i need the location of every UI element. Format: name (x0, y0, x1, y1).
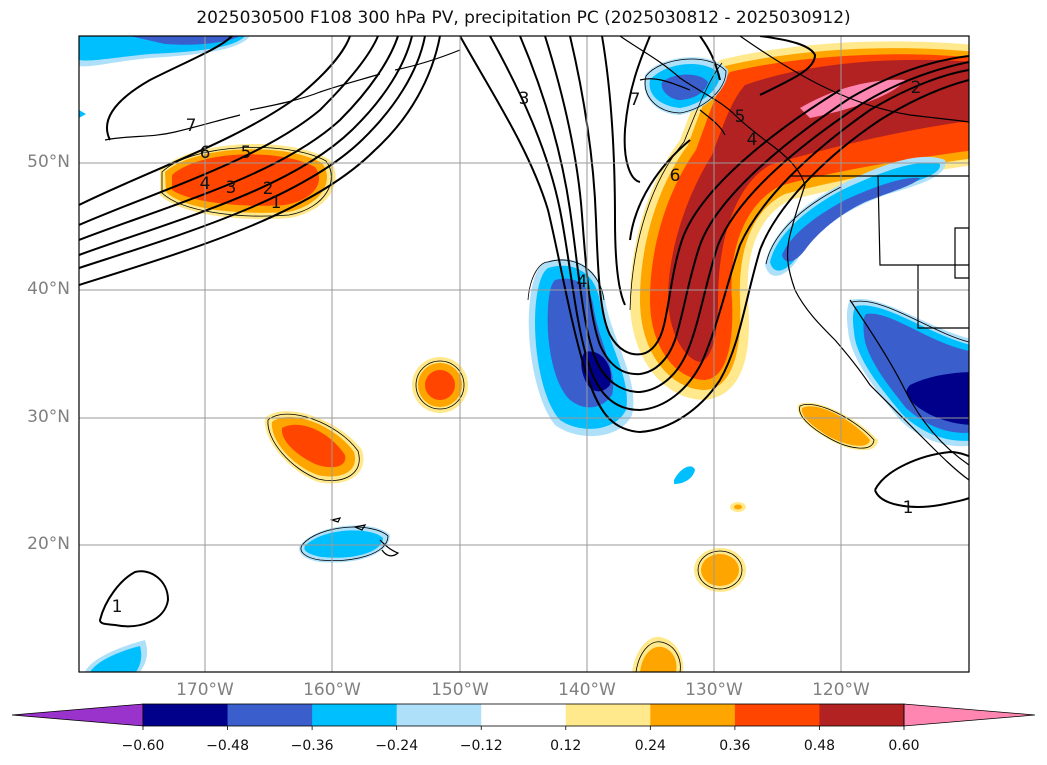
lat-label-20n: 20°N (27, 534, 70, 554)
contour-label: 6 (200, 143, 211, 163)
contour-label: 3 (226, 178, 237, 198)
contour-label: 3 (519, 89, 530, 109)
contour-label: 5 (241, 143, 252, 163)
colorbar-tick-label: −0.12 (459, 738, 503, 754)
negative-precip-shading (79, 36, 969, 672)
contour-label: 7 (186, 116, 197, 136)
map-frame (78, 35, 970, 673)
contour-label: 5 (735, 107, 746, 127)
contour-label: 6 (670, 166, 681, 186)
contour-label: 4 (577, 272, 588, 292)
lon-label-160w: 160°W (303, 680, 361, 700)
colorbar-tick-label: −0.24 (375, 738, 419, 754)
contour-labels: 1 2 3 4 5 6 7 3 7 6 5 4 2 1 1 4 (112, 78, 922, 617)
contour-label: 7 (630, 90, 641, 110)
contour-label: 4 (747, 130, 758, 150)
colorbar-tick-label: 0.48 (803, 738, 836, 754)
contour-label: 1 (112, 597, 123, 617)
lat-label-40n: 40°N (27, 279, 70, 299)
colorbar-tick-label: 0.12 (550, 738, 582, 754)
colorbar-tick-label: −0.36 (290, 738, 334, 754)
colorbar-tick-label: 0.60 (888, 738, 920, 754)
contour-label: 1 (271, 193, 282, 213)
contour-label: 2 (911, 78, 922, 98)
lon-label-120w: 120°W (812, 680, 870, 700)
contour-label: 2 (263, 179, 274, 199)
colorbar-tick-label: 0.24 (634, 738, 666, 754)
contour-label: 4 (200, 174, 211, 194)
colorbar-tick-label: −0.60 (121, 738, 165, 754)
lon-label-140w: 140°W (558, 680, 616, 700)
graticule (79, 36, 969, 672)
lon-label-170w: 170°W (176, 680, 234, 700)
precip-outline (161, 58, 969, 672)
lat-label-30n: 30°N (27, 407, 70, 427)
colorbar-tick-label: 0.36 (719, 738, 751, 754)
lon-label-150w: 150°W (431, 680, 489, 700)
lon-label-130w: 130°W (685, 680, 743, 700)
lat-label-50n: 50°N (27, 152, 70, 172)
map-title: 2025030500 F108 300 hPa PV, precipitatio… (196, 8, 851, 28)
contour-label: 1 (903, 498, 914, 518)
colorbar-tick-label: −0.48 (206, 738, 249, 754)
